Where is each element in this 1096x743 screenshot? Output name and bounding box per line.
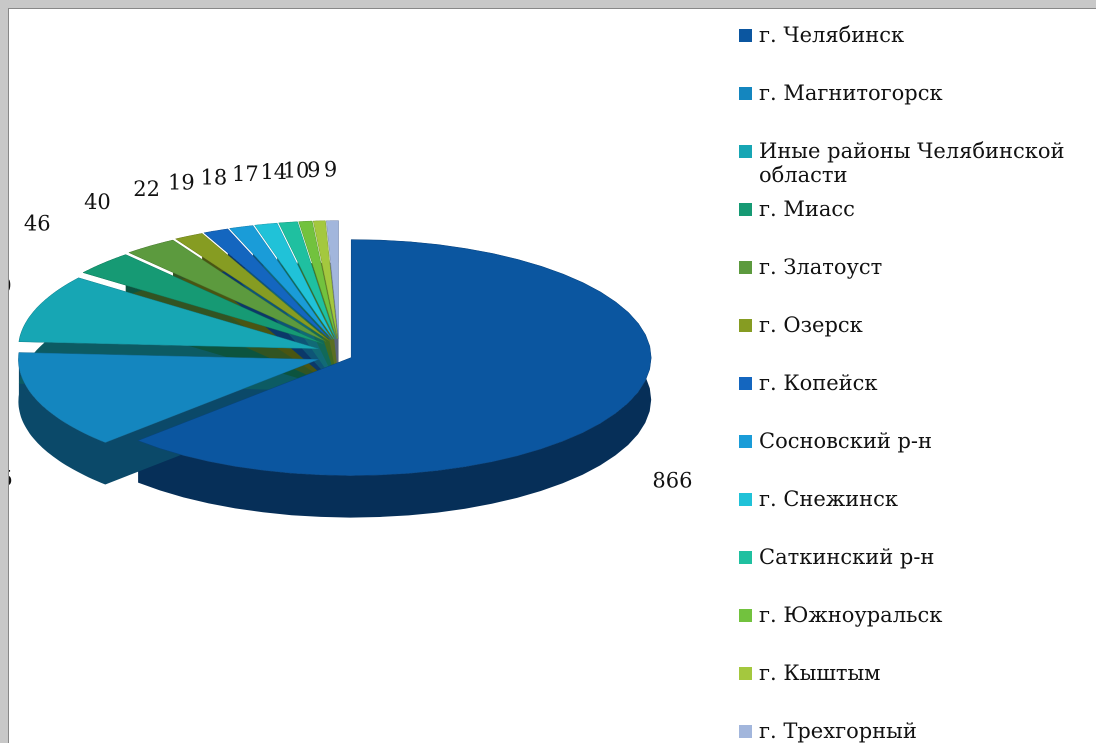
- data-label: 14: [260, 160, 287, 184]
- slice: [312, 220, 338, 339]
- legend-item: г. Златоуст: [739, 255, 1096, 279]
- data-label: 10: [283, 159, 310, 183]
- legend-swatch: [739, 667, 752, 680]
- data-label: 185: [9, 466, 13, 490]
- slice: [18, 352, 319, 443]
- legend-item: г. Магнитогорск: [739, 81, 1096, 105]
- legend-item: г. Миасс: [739, 197, 1096, 221]
- data-label: 19: [168, 171, 195, 195]
- legend-swatch: [739, 87, 752, 100]
- legend-swatch: [739, 145, 752, 158]
- legend-label: Саткинский р-н: [759, 545, 935, 569]
- legend-label: Сосновский р-н: [759, 429, 933, 453]
- data-label: 46: [24, 212, 51, 236]
- legend-item: Иные районы Челябинской области: [739, 139, 1096, 187]
- legend-label: г. Снежинск: [759, 487, 899, 511]
- slice: [298, 220, 337, 339]
- slice: [82, 254, 323, 344]
- slice-side: [278, 221, 336, 381]
- legend-item: г. Трехгорный: [739, 719, 1096, 743]
- data-label: 22: [133, 177, 160, 201]
- legend-item: Саткинский р-н: [739, 545, 1096, 569]
- legend-label: г. Копейск: [759, 371, 878, 395]
- legend-label: г. Магнитогорск: [759, 81, 943, 105]
- slice: [18, 277, 319, 349]
- legend-item: г. Челябинск: [739, 23, 1096, 47]
- slice: [203, 228, 331, 340]
- chart: 866185129464022191817141099: [9, 158, 692, 518]
- legend-swatch: [739, 377, 752, 390]
- slice: [254, 222, 335, 340]
- legend-item: г. Кыштым: [739, 661, 1096, 685]
- legend-label: г. Озерск: [759, 313, 863, 337]
- data-label: 18: [200, 166, 227, 190]
- legend-label: г. Челябинск: [759, 23, 905, 47]
- legend-item: Сосновский р-н: [739, 429, 1096, 453]
- slice: [137, 239, 652, 476]
- legend-swatch: [739, 29, 752, 42]
- data-label: 40: [84, 190, 111, 214]
- legend-label: г. Трехгорный: [759, 719, 917, 743]
- pie-tops: [18, 220, 652, 476]
- legend-swatch: [739, 725, 752, 738]
- legend-label: г. Златоуст: [759, 255, 883, 279]
- legend-swatch: [739, 203, 752, 216]
- legend-swatch: [739, 609, 752, 622]
- data-label: 9: [324, 158, 337, 182]
- legend-swatch: [739, 435, 752, 448]
- legend-label: г. Южноуральск: [759, 603, 943, 627]
- data-label: 17: [232, 162, 259, 186]
- legend-label: г. Кыштым: [759, 661, 881, 685]
- slice: [326, 220, 339, 339]
- slice-side: [138, 239, 652, 518]
- slice: [278, 221, 336, 339]
- legend-item: г. Южноуральск: [739, 603, 1096, 627]
- legend-item: г. Снежинск: [739, 487, 1096, 511]
- legend-swatch: [739, 319, 752, 332]
- data-label: 866: [652, 469, 692, 493]
- slice: [229, 225, 333, 340]
- slice: [128, 239, 327, 342]
- slice: [174, 233, 329, 341]
- chart-frame: 866185129464022191817141099 г. Челябинск…: [8, 8, 1096, 743]
- legend-label: Иные районы Челябинской области: [759, 139, 1065, 187]
- data-label: 9: [307, 158, 320, 182]
- slice-side: [18, 352, 319, 485]
- legend-swatch: [739, 261, 752, 274]
- legend-item: г. Озерск: [739, 313, 1096, 337]
- data-label: 129: [9, 274, 12, 298]
- legend-label: г. Миасс: [759, 197, 855, 221]
- legend-swatch: [739, 493, 752, 506]
- legend-swatch: [739, 551, 752, 564]
- legend-item: г. Копейск: [739, 371, 1096, 395]
